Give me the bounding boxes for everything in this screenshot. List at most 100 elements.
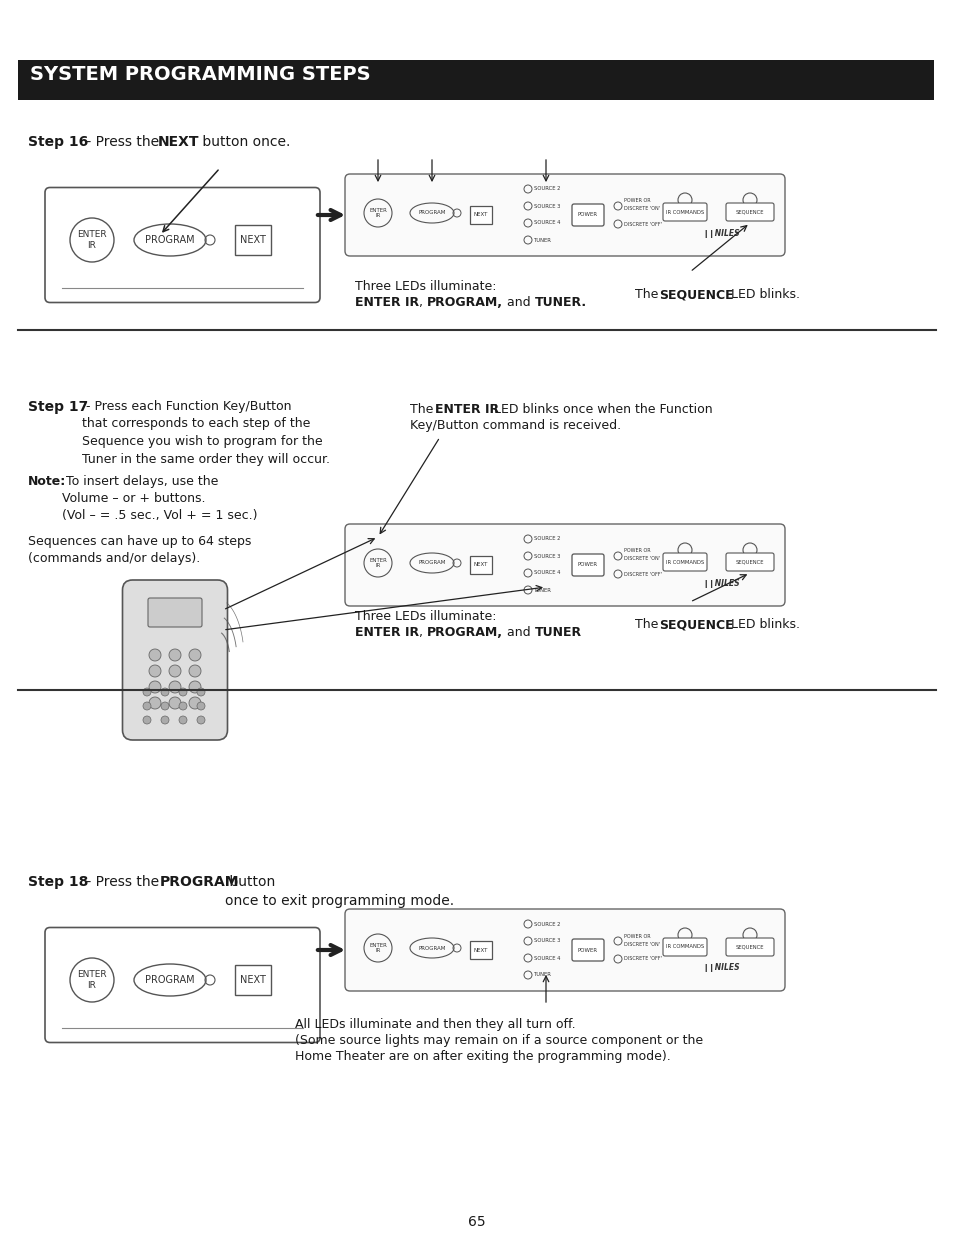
Text: SOURCE 3: SOURCE 3 bbox=[534, 553, 559, 558]
Circle shape bbox=[179, 701, 187, 710]
Text: NEXT: NEXT bbox=[158, 135, 199, 149]
FancyBboxPatch shape bbox=[662, 553, 706, 571]
Text: SEQUENCE: SEQUENCE bbox=[735, 210, 763, 215]
Text: SEQUENCE: SEQUENCE bbox=[659, 288, 733, 301]
Text: ENTER
IR: ENTER IR bbox=[369, 557, 387, 568]
Circle shape bbox=[196, 716, 205, 724]
Text: TUNER: TUNER bbox=[534, 588, 551, 593]
Text: ❙❙NILES: ❙❙NILES bbox=[701, 228, 739, 237]
Text: ENTER
IR: ENTER IR bbox=[369, 942, 387, 953]
Circle shape bbox=[179, 716, 187, 724]
Text: NEXT: NEXT bbox=[474, 562, 488, 568]
Text: SOURCE 2: SOURCE 2 bbox=[534, 536, 560, 541]
Text: ENTER IR: ENTER IR bbox=[355, 296, 418, 309]
Text: TUNER: TUNER bbox=[535, 626, 581, 638]
Circle shape bbox=[169, 680, 181, 693]
Circle shape bbox=[189, 697, 201, 709]
FancyBboxPatch shape bbox=[18, 61, 933, 100]
Text: SEQUENCE: SEQUENCE bbox=[659, 618, 733, 631]
Circle shape bbox=[161, 688, 169, 697]
FancyBboxPatch shape bbox=[234, 225, 271, 254]
Text: Key/Button command is received.: Key/Button command is received. bbox=[410, 419, 620, 432]
Text: NEXT: NEXT bbox=[474, 212, 488, 217]
Text: The: The bbox=[635, 618, 661, 631]
Text: NEXT: NEXT bbox=[240, 235, 266, 245]
Text: ❙❙NILES: ❙❙NILES bbox=[701, 963, 739, 972]
FancyBboxPatch shape bbox=[572, 555, 603, 576]
FancyBboxPatch shape bbox=[572, 939, 603, 961]
Text: PROGRAM: PROGRAM bbox=[417, 210, 445, 215]
FancyBboxPatch shape bbox=[725, 553, 773, 571]
Text: ❙❙NILES: ❙❙NILES bbox=[701, 578, 739, 588]
Text: The: The bbox=[410, 403, 436, 416]
Text: DISCRETE 'OFF': DISCRETE 'OFF' bbox=[623, 572, 661, 577]
Text: SEQUENCE: SEQUENCE bbox=[735, 559, 763, 564]
Text: ENTER
IR: ENTER IR bbox=[77, 230, 107, 249]
FancyBboxPatch shape bbox=[45, 188, 319, 303]
Text: Three LEDs illuminate:: Three LEDs illuminate: bbox=[355, 280, 496, 293]
Text: ENTER IR: ENTER IR bbox=[355, 626, 418, 638]
FancyBboxPatch shape bbox=[725, 203, 773, 221]
Text: IR COMMANDS: IR COMMANDS bbox=[665, 559, 703, 564]
Text: POWER OR: POWER OR bbox=[623, 548, 650, 553]
Text: PROGRAM: PROGRAM bbox=[417, 946, 445, 951]
Text: All LEDs illuminate and then they all turn off.: All LEDs illuminate and then they all tu… bbox=[294, 1018, 575, 1031]
Circle shape bbox=[189, 664, 201, 677]
Text: SOURCE 4: SOURCE 4 bbox=[534, 571, 560, 576]
FancyBboxPatch shape bbox=[470, 206, 492, 224]
Text: PROGRAM: PROGRAM bbox=[160, 876, 239, 889]
Text: PROGRAM: PROGRAM bbox=[145, 974, 194, 986]
Circle shape bbox=[189, 680, 201, 693]
Circle shape bbox=[196, 688, 205, 697]
Text: ENTER IR: ENTER IR bbox=[435, 403, 498, 416]
Circle shape bbox=[169, 664, 181, 677]
Text: TUNER.: TUNER. bbox=[535, 296, 586, 309]
FancyBboxPatch shape bbox=[234, 965, 271, 995]
Text: SOURCE 3: SOURCE 3 bbox=[534, 204, 559, 209]
Text: and: and bbox=[502, 296, 535, 309]
FancyBboxPatch shape bbox=[725, 939, 773, 956]
Text: ENTER
IR: ENTER IR bbox=[369, 207, 387, 219]
Text: PROGRAM: PROGRAM bbox=[145, 235, 194, 245]
Text: TUNER: TUNER bbox=[534, 972, 551, 977]
Text: (Some source lights may remain on if a source component or the: (Some source lights may remain on if a s… bbox=[294, 1034, 702, 1047]
Text: Three LEDs illuminate:: Three LEDs illuminate: bbox=[355, 610, 496, 622]
Text: DISCRETE 'OFF': DISCRETE 'OFF' bbox=[623, 221, 661, 226]
Text: DISCRETE 'ON': DISCRETE 'ON' bbox=[623, 206, 659, 211]
Text: NEXT: NEXT bbox=[240, 974, 266, 986]
Text: Home Theater are on after exiting the programming mode).: Home Theater are on after exiting the pr… bbox=[294, 1050, 670, 1063]
Circle shape bbox=[143, 688, 151, 697]
Text: POWER: POWER bbox=[578, 562, 598, 568]
Circle shape bbox=[149, 697, 161, 709]
Text: button once.: button once. bbox=[198, 135, 290, 149]
Text: LED blinks once when the Function: LED blinks once when the Function bbox=[490, 403, 712, 416]
Text: SOURCE 2: SOURCE 2 bbox=[534, 186, 560, 191]
FancyBboxPatch shape bbox=[345, 524, 784, 606]
Text: The: The bbox=[635, 288, 661, 301]
Text: SYSTEM PROGRAMMING STEPS: SYSTEM PROGRAMMING STEPS bbox=[30, 64, 370, 84]
Text: SOURCE 3: SOURCE 3 bbox=[534, 939, 559, 944]
Text: Step 17: Step 17 bbox=[28, 400, 89, 414]
Circle shape bbox=[179, 688, 187, 697]
Text: DISCRETE 'ON': DISCRETE 'ON' bbox=[623, 557, 659, 562]
Text: PROGRAM,: PROGRAM, bbox=[427, 626, 502, 638]
FancyBboxPatch shape bbox=[45, 927, 319, 1042]
Text: DISCRETE 'ON': DISCRETE 'ON' bbox=[623, 941, 659, 946]
FancyBboxPatch shape bbox=[345, 174, 784, 256]
Text: - Press the: - Press the bbox=[82, 135, 163, 149]
Text: ,: , bbox=[418, 626, 427, 638]
Text: POWER OR: POWER OR bbox=[623, 934, 650, 939]
Text: ENTER
IR: ENTER IR bbox=[77, 971, 107, 989]
Text: LED blinks.: LED blinks. bbox=[726, 288, 800, 301]
Text: PROGRAM,: PROGRAM, bbox=[427, 296, 502, 309]
Circle shape bbox=[149, 650, 161, 661]
Text: TUNER: TUNER bbox=[534, 237, 551, 242]
Circle shape bbox=[161, 716, 169, 724]
Text: and: and bbox=[502, 626, 535, 638]
Text: Step 16: Step 16 bbox=[28, 135, 89, 149]
Text: SOURCE 2: SOURCE 2 bbox=[534, 921, 560, 926]
Circle shape bbox=[149, 680, 161, 693]
Text: SEQUENCE: SEQUENCE bbox=[735, 945, 763, 950]
Circle shape bbox=[196, 701, 205, 710]
Circle shape bbox=[143, 716, 151, 724]
